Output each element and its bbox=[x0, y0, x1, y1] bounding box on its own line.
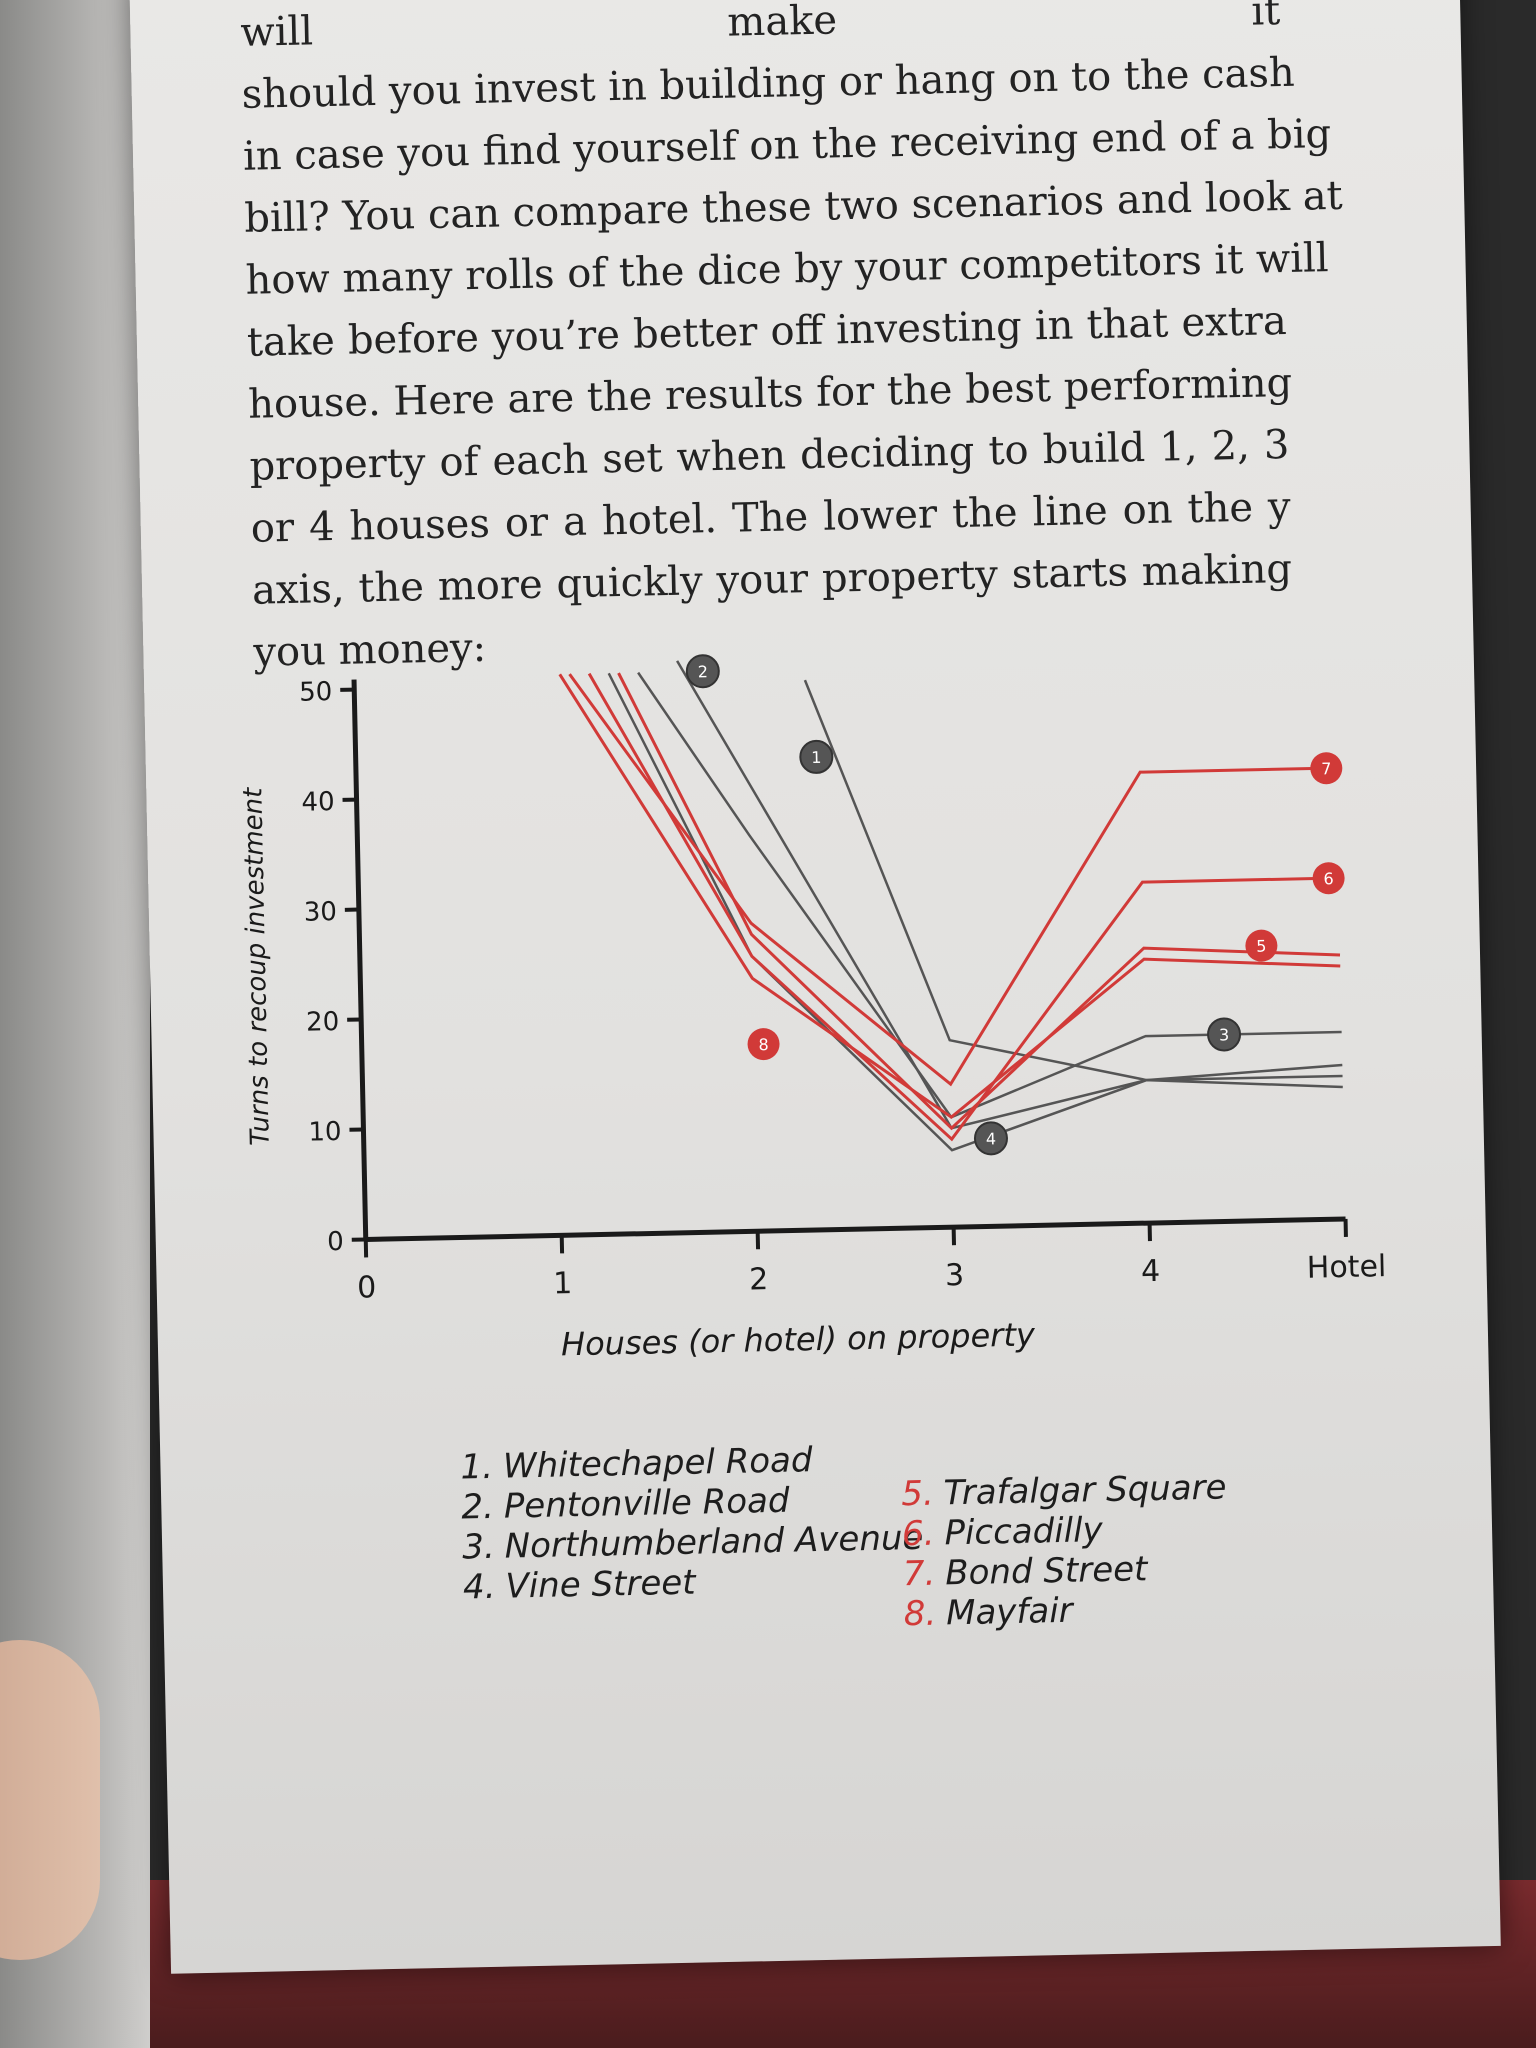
series-marker bbox=[1310, 752, 1343, 785]
series-marker bbox=[1207, 1017, 1242, 1052]
series-marker-label: 5 bbox=[1256, 937, 1267, 956]
series-marker-label: 7 bbox=[1321, 759, 1332, 778]
legend-item: 5. Trafalgar Square bbox=[900, 1467, 1227, 1515]
y-tick-label: 30 bbox=[303, 897, 337, 928]
series-marker-label: 2 bbox=[698, 662, 709, 681]
series-marker-label: 4 bbox=[986, 1129, 997, 1148]
legend-item: 8. Mayfair bbox=[903, 1590, 1074, 1635]
series-line bbox=[587, 672, 1339, 1142]
series-marker-label: 1 bbox=[811, 748, 822, 767]
x-tick-label: 4 bbox=[1141, 1254, 1161, 1289]
series-line bbox=[607, 672, 1343, 1152]
series-marker bbox=[973, 1121, 1008, 1156]
x-tick-label: 1 bbox=[553, 1266, 573, 1301]
series-line bbox=[637, 671, 1342, 1119]
legend-item: 7. Bond Street bbox=[902, 1549, 1148, 1595]
y-axis-line bbox=[351, 679, 369, 1240]
x-tick-label: 2 bbox=[749, 1262, 769, 1297]
series-marker-label: 8 bbox=[758, 1035, 769, 1054]
x-tick-label: 0 bbox=[357, 1270, 377, 1305]
series-marker-label: 6 bbox=[1323, 869, 1334, 888]
series-marker bbox=[1245, 929, 1278, 962]
series-line bbox=[803, 679, 1343, 1082]
series-line bbox=[558, 673, 1341, 1120]
x-tick-label: 3 bbox=[945, 1258, 965, 1293]
book-page: will make it should you invest in buildi… bbox=[129, 0, 1501, 1974]
line-chart: 0 10 20 30 40 50 0 1 2 3 4 Hotel Houses (or hotel) o… bbox=[238, 654, 1387, 1363]
y-tick-label: 50 bbox=[299, 677, 333, 708]
series-line bbox=[568, 673, 1337, 1087]
legend-item: 6. Piccadilly bbox=[901, 1510, 1104, 1555]
y-axis-label: Turns to recoup investment bbox=[238, 787, 276, 1146]
chart-area: 0 10 20 30 40 50 0 1 2 3 4 Hotel Houses (or hotel) o… bbox=[129, 0, 1501, 1974]
x-axis-label: Houses (or hotel) on property bbox=[561, 1315, 1037, 1363]
legend-column-grey: 1. Whitechapel Road 2. Pentonville Road 3.… bbox=[460, 1438, 924, 1607]
series-marker bbox=[1312, 862, 1345, 895]
y-tick-label: 20 bbox=[306, 1007, 340, 1038]
x-axis-line bbox=[365, 1216, 1346, 1242]
thumb bbox=[0, 1640, 100, 1960]
x-tick-label: Hotel bbox=[1306, 1249, 1386, 1286]
series-line bbox=[676, 660, 1343, 1130]
y-tick-label: 10 bbox=[308, 1117, 342, 1148]
series-line bbox=[617, 672, 1341, 1131]
y-tick-label: 0 bbox=[327, 1227, 344, 1257]
y-tick-label: 40 bbox=[301, 787, 335, 818]
series-marker bbox=[799, 739, 834, 774]
series-marker bbox=[685, 654, 720, 689]
series-marker-label: 3 bbox=[1219, 1025, 1230, 1044]
legend-column-red: 5. Trafalgar Square 6. Piccadilly 7. Bond S… bbox=[901, 1468, 1230, 1635]
series-marker bbox=[747, 1028, 780, 1061]
